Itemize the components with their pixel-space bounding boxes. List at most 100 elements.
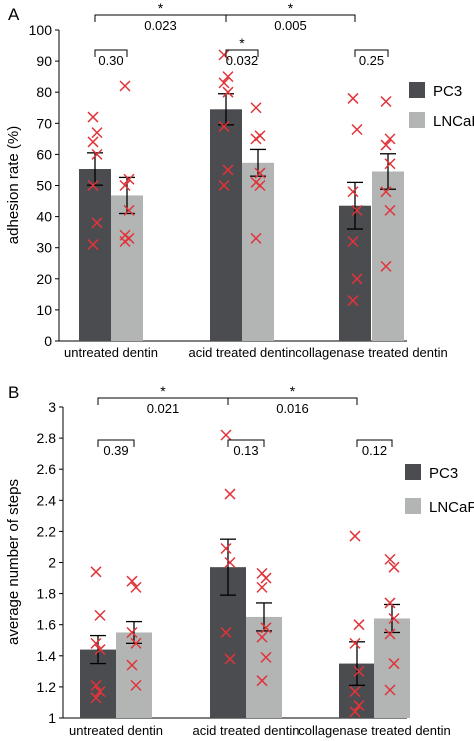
p-value-label: 0.016 — [276, 401, 309, 416]
bracket-line — [354, 49, 389, 57]
marker-stroke — [349, 530, 361, 542]
marker-stroke — [347, 92, 359, 104]
data-point-marker — [380, 186, 392, 198]
marker-stroke — [130, 679, 142, 691]
bracket-line — [225, 14, 356, 22]
marker-stroke — [353, 700, 365, 712]
y-tick-label: 30 — [36, 240, 52, 256]
marker-stroke — [222, 164, 234, 176]
category-label: acid treated dentin — [193, 723, 300, 738]
marker-stroke — [349, 706, 361, 718]
data-point-marker — [384, 597, 396, 609]
legend-swatch — [405, 464, 421, 480]
y-tick-label: 1.4 — [37, 648, 57, 664]
y-tick-label: 100 — [29, 22, 53, 38]
bar-lncap-3 — [374, 618, 410, 718]
p-value-label: 0.12 — [362, 443, 387, 458]
data-point-marker — [384, 684, 396, 696]
significance-star: * — [239, 35, 245, 51]
marker-stroke — [353, 619, 365, 631]
marker-stroke — [260, 622, 272, 634]
marker-stroke — [126, 626, 138, 639]
marker-stroke — [380, 139, 392, 151]
data-point-marker — [260, 572, 272, 584]
marker-stroke — [250, 102, 262, 114]
marker-stroke — [87, 179, 99, 192]
data-point-marker — [123, 173, 135, 185]
marker-stroke — [351, 273, 363, 285]
bar-lncap-1 — [111, 195, 143, 341]
y-tick-label: 1 — [48, 710, 56, 726]
data-point-marker — [254, 179, 266, 192]
legend-swatch — [405, 498, 421, 514]
data-point-marker — [380, 139, 392, 151]
data-point-marker — [388, 561, 400, 573]
y-tick-label: 2.6 — [37, 461, 57, 477]
data-point-marker — [94, 644, 106, 656]
marker-stroke — [384, 158, 396, 170]
marker-stroke — [123, 204, 135, 216]
significance-bracket: 0.39 — [97, 439, 135, 458]
data-point-marker — [130, 581, 142, 593]
marker-stroke — [224, 556, 236, 569]
bracket-line — [97, 439, 135, 447]
marker-stroke — [250, 232, 262, 244]
p-value-label: 0.021 — [147, 401, 180, 416]
marker-stroke — [347, 295, 359, 307]
data-point-marker — [250, 102, 262, 114]
data-point-marker — [126, 626, 138, 639]
p-value-label: 0.005 — [274, 18, 307, 33]
data-point-marker — [380, 95, 392, 108]
marker-stroke — [90, 679, 102, 691]
y-tick-label: 10 — [36, 302, 52, 318]
panel-label: B — [8, 383, 19, 402]
marker-stroke — [222, 86, 234, 98]
marker-stroke — [222, 71, 234, 83]
data-point-marker — [91, 148, 103, 160]
marker-stroke — [218, 49, 230, 61]
y-tick-label: 80 — [36, 84, 52, 100]
marker-stroke — [90, 566, 102, 578]
bar-pc3-1 — [79, 169, 111, 341]
marker-stroke — [388, 612, 400, 625]
data-point-marker — [388, 658, 400, 670]
y-tick-label: 2.8 — [37, 430, 57, 446]
marker-stroke — [254, 167, 266, 179]
marker-stroke — [384, 204, 396, 216]
marker-stroke — [220, 626, 232, 639]
marker-stroke — [220, 429, 232, 441]
y-tick-label: 1.6 — [37, 617, 57, 633]
p-value-label: 0.032 — [226, 53, 259, 68]
data-point-marker — [347, 92, 359, 104]
marker-stroke — [256, 675, 268, 687]
data-point-marker — [384, 204, 396, 216]
legend-label: LNCaP — [433, 113, 474, 130]
data-point-marker — [347, 235, 359, 248]
p-value-label: 0.13 — [233, 443, 258, 458]
marker-stroke — [349, 637, 361, 649]
data-point-marker — [222, 71, 234, 83]
data-point-marker — [218, 77, 230, 89]
marker-stroke — [260, 572, 272, 584]
data-point-marker — [224, 556, 236, 569]
data-point-marker — [384, 158, 396, 170]
p-value-label: 0.25 — [359, 53, 384, 68]
bracket-line — [94, 49, 128, 57]
bar-lncap-2 — [246, 616, 282, 718]
data-point-marker — [90, 679, 102, 691]
marker-stroke — [380, 260, 392, 272]
data-point-marker — [353, 700, 365, 712]
y-tick-label: 90 — [36, 53, 52, 69]
significance-star: * — [160, 383, 166, 399]
bar-lncap-3 — [372, 171, 404, 341]
significance-star: * — [288, 0, 294, 16]
marker-stroke — [87, 111, 99, 123]
marker-stroke — [384, 597, 396, 609]
legend-label: PC3 — [433, 83, 462, 100]
data-point-marker — [218, 179, 230, 192]
data-point-marker — [222, 86, 234, 98]
y-tick-label: 20 — [36, 271, 52, 287]
marker-stroke — [388, 658, 400, 670]
data-point-marker — [220, 626, 232, 639]
y-tick-label: 40 — [36, 209, 52, 225]
